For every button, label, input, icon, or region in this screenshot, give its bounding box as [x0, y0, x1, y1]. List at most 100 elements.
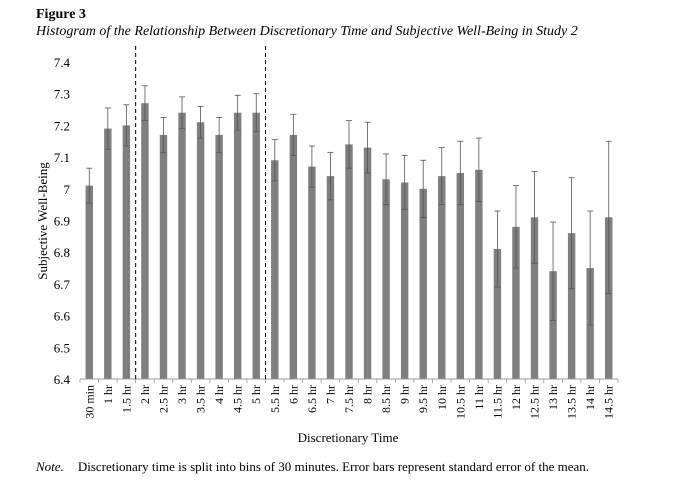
- error-bar-7: [216, 117, 223, 153]
- error-bar-24: [531, 170, 538, 264]
- error-bar-15: [364, 121, 371, 174]
- error-bar-10: [271, 139, 278, 182]
- bar-7: [215, 134, 223, 379]
- x-tick-label-16: 8.5 hr: [379, 385, 393, 413]
- y-tick-label-5: 6.9: [54, 214, 70, 229]
- y-tick-label-2: 6.6: [54, 309, 71, 324]
- x-tick-label-14: 7.5 hr: [342, 385, 356, 413]
- x-tick-label-3: 2 hr: [138, 385, 152, 404]
- error-bar-11: [290, 113, 297, 156]
- x-axis-label: Discretionary Time: [298, 430, 399, 445]
- error-bars-layer: [86, 85, 612, 326]
- y-tick-label-10: 7.4: [54, 55, 71, 70]
- error-bar-20: [457, 140, 464, 206]
- bar-20: [456, 172, 465, 379]
- bar-16: [382, 179, 390, 379]
- bar-9: [252, 112, 260, 379]
- error-bar-25: [550, 221, 557, 321]
- bar-14: [345, 144, 353, 379]
- note-text: Discretionary time is split into bins of…: [77, 459, 590, 474]
- figure-label: Figure 3: [36, 7, 86, 22]
- y-axis-label: Subjective Well-Being: [35, 162, 50, 280]
- bar-3: [141, 103, 149, 380]
- error-bar-3: [141, 85, 148, 122]
- bar-17: [400, 182, 409, 379]
- figure-note: Note. Discretionary time is split into bi…: [36, 459, 589, 475]
- x-tick-label-13: 7 hr: [323, 385, 337, 404]
- error-bar-23: [512, 185, 519, 269]
- bar-8: [233, 112, 242, 379]
- error-bar-14: [346, 120, 352, 169]
- error-bar-2: [123, 104, 130, 147]
- error-bar-13: [327, 151, 334, 201]
- x-tick-label-27: 14 hr: [583, 385, 597, 410]
- bar-4: [159, 134, 168, 379]
- x-tick-label-6: 3.5 hr: [194, 385, 208, 413]
- bar-26: [567, 233, 576, 379]
- bar-1: [104, 128, 112, 379]
- bar-6: [196, 122, 205, 379]
- x-tick-label-19: 10 hr: [435, 385, 449, 410]
- note-label: Note.: [36, 459, 64, 474]
- bar-12: [308, 166, 316, 379]
- bar-0: [85, 185, 93, 379]
- figure-title: Histogram of the Relationship Between Di…: [36, 24, 578, 39]
- x-tick-label-0: 30 min: [82, 385, 96, 419]
- bar-22: [493, 249, 502, 379]
- error-bar-1: [104, 107, 111, 150]
- error-bar-28: [605, 140, 612, 294]
- error-bar-27: [587, 210, 594, 326]
- x-tick-label-1: 1 hr: [101, 385, 115, 404]
- x-tick-label-23: 12 hr: [509, 385, 523, 410]
- x-tick-label-25: 13 hr: [546, 385, 560, 410]
- y-tick-label-6: 7: [64, 182, 71, 197]
- y-tick-label-4: 6.8: [54, 245, 70, 260]
- error-bar-22: [494, 210, 501, 288]
- bar-24: [530, 217, 539, 379]
- bar-11: [289, 134, 298, 379]
- bar-21: [475, 169, 483, 379]
- y-tick-label-8: 7.2: [54, 118, 70, 133]
- tick-labels-layer: 6.4 6.5 6.6 6.7 6.8 6.9 7 7.1 7.2 7.3 7.4 30 min 1 h…: [54, 55, 616, 419]
- x-tick-label-10: 5.5 hr: [268, 385, 282, 413]
- y-tick-label-3: 6.7: [54, 277, 71, 292]
- bar-2: [122, 125, 131, 380]
- x-tick-label-7: 4 hr: [212, 385, 226, 404]
- bar-10: [271, 160, 279, 379]
- x-tick-label-22: 11.5 hr: [490, 385, 504, 419]
- error-bar-4: [160, 117, 167, 153]
- error-bar-26: [568, 177, 575, 290]
- x-tick-label-24: 12.5 hr: [528, 385, 542, 419]
- y-tick-label-9: 7.3: [54, 87, 70, 102]
- bar-19: [438, 176, 446, 379]
- bar-28: [605, 217, 613, 379]
- error-bar-19: [438, 147, 445, 206]
- x-tick-label-5: 3 hr: [175, 385, 189, 404]
- x-tick-label-17: 9 hr: [398, 385, 412, 404]
- axes-layer: [79, 378, 619, 383]
- error-bar-18: [420, 159, 427, 218]
- x-tick-label-26: 13.5 hr: [565, 385, 579, 419]
- x-tick-label-2: 1.5 hr: [119, 385, 133, 413]
- x-tick-label-8: 4.5 hr: [231, 385, 245, 413]
- bar-13: [326, 176, 335, 379]
- error-bar-17: [401, 155, 408, 210]
- x-tick-label-28: 14.5 hr: [602, 385, 616, 419]
- y-tick-label-1: 6.5: [54, 340, 70, 355]
- x-tick-label-4: 2.5 hr: [156, 385, 170, 413]
- error-bar-16: [383, 153, 390, 206]
- x-tick-label-9: 5 hr: [249, 385, 263, 404]
- error-bar-0: [86, 167, 93, 204]
- error-bar-21: [475, 137, 482, 202]
- x-tick-label-12: 6.5 hr: [305, 385, 319, 413]
- y-tick-label-0: 6.4: [54, 372, 71, 387]
- x-tick-label-21: 11 hr: [472, 385, 486, 410]
- x-tick-label-18: 9.5 hr: [416, 385, 430, 413]
- error-bar-9: [253, 93, 260, 133]
- bar-18: [419, 188, 427, 379]
- bar-25: [549, 271, 557, 379]
- x-tick-label-20: 10.5 hr: [453, 385, 467, 419]
- error-bar-12: [308, 145, 315, 188]
- bar-5: [178, 112, 186, 379]
